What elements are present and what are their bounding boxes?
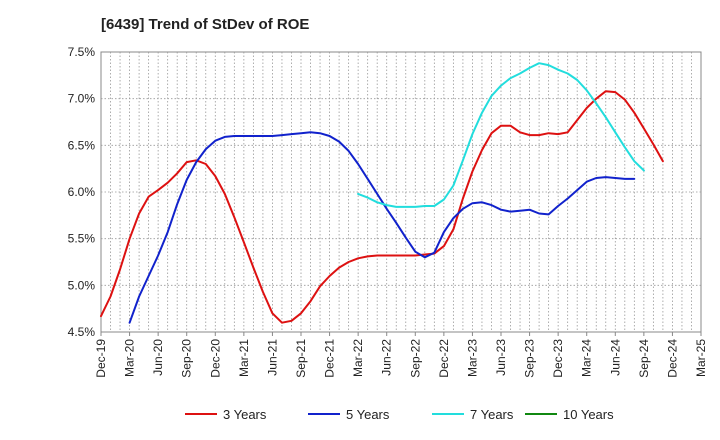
x-tick-label: Dec-21 (323, 339, 337, 378)
legend: 3 Years 5 Years 7 Years 10 Years (185, 407, 614, 422)
series-line-5-years (128, 131, 636, 324)
series-line-7-years (357, 62, 645, 208)
x-tick-label: Jun-22 (380, 339, 394, 376)
x-axis: Dec-19 Mar-20 Jun-20 Sep-20 Dec-20 Mar-21 Jun-… (94, 332, 708, 378)
x-tick-label: Sep-23 (523, 339, 537, 378)
y-tick-label: 4.5% (68, 325, 96, 339)
y-tick-label: 6.5% (68, 138, 96, 152)
x-tick-label: Dec-23 (551, 339, 565, 378)
y-tick-label: 5.5% (68, 232, 96, 246)
x-tick-label: Mar-24 (580, 339, 594, 377)
x-tick-label: Jun-21 (265, 339, 279, 376)
x-tick-label: Dec-22 (437, 339, 451, 378)
x-tick-label: Sep-24 (637, 339, 651, 378)
y-axis: 7.5% 7.0% 6.5% 6.0% 5.5% 5.0% 4.5% (68, 45, 96, 339)
series-line-3-years (100, 90, 664, 324)
x-tick-label: Jun-23 (494, 339, 508, 376)
chart-title: [6439] Trend of StDev of ROE (101, 16, 309, 33)
x-tick-label: Mar-22 (351, 339, 365, 377)
plot-area (100, 51, 702, 333)
x-tick-label: Dec-24 (665, 339, 679, 378)
x-tick-label: Mar-21 (237, 339, 251, 377)
x-tick-label: Mar-23 (465, 339, 479, 377)
x-tick-label: Sep-22 (408, 339, 422, 378)
x-tick-label: Mar-20 (123, 339, 137, 377)
x-tick-label: Dec-20 (208, 339, 222, 378)
series-layer (100, 62, 664, 324)
y-tick-label: 7.0% (68, 92, 96, 106)
x-tick-label: Jun-20 (151, 339, 165, 376)
grid-lines (101, 52, 701, 332)
legend-label-10-years: 10 Years (563, 407, 614, 422)
x-tick-label: Sep-21 (294, 339, 308, 378)
legend-label-7-years: 7 Years (470, 407, 514, 422)
legend-label-5-years: 5 Years (346, 407, 390, 422)
x-tick-label: Sep-20 (180, 339, 194, 378)
y-tick-label: 5.0% (68, 278, 96, 292)
x-tick-label: Mar-25 (694, 339, 708, 377)
y-tick-label: 6.0% (68, 185, 96, 199)
x-tick-label: Jun-24 (608, 339, 622, 376)
y-tick-label: 7.5% (68, 45, 96, 59)
legend-label-3-years: 3 Years (223, 407, 267, 422)
x-tick-label: Dec-19 (94, 339, 108, 378)
